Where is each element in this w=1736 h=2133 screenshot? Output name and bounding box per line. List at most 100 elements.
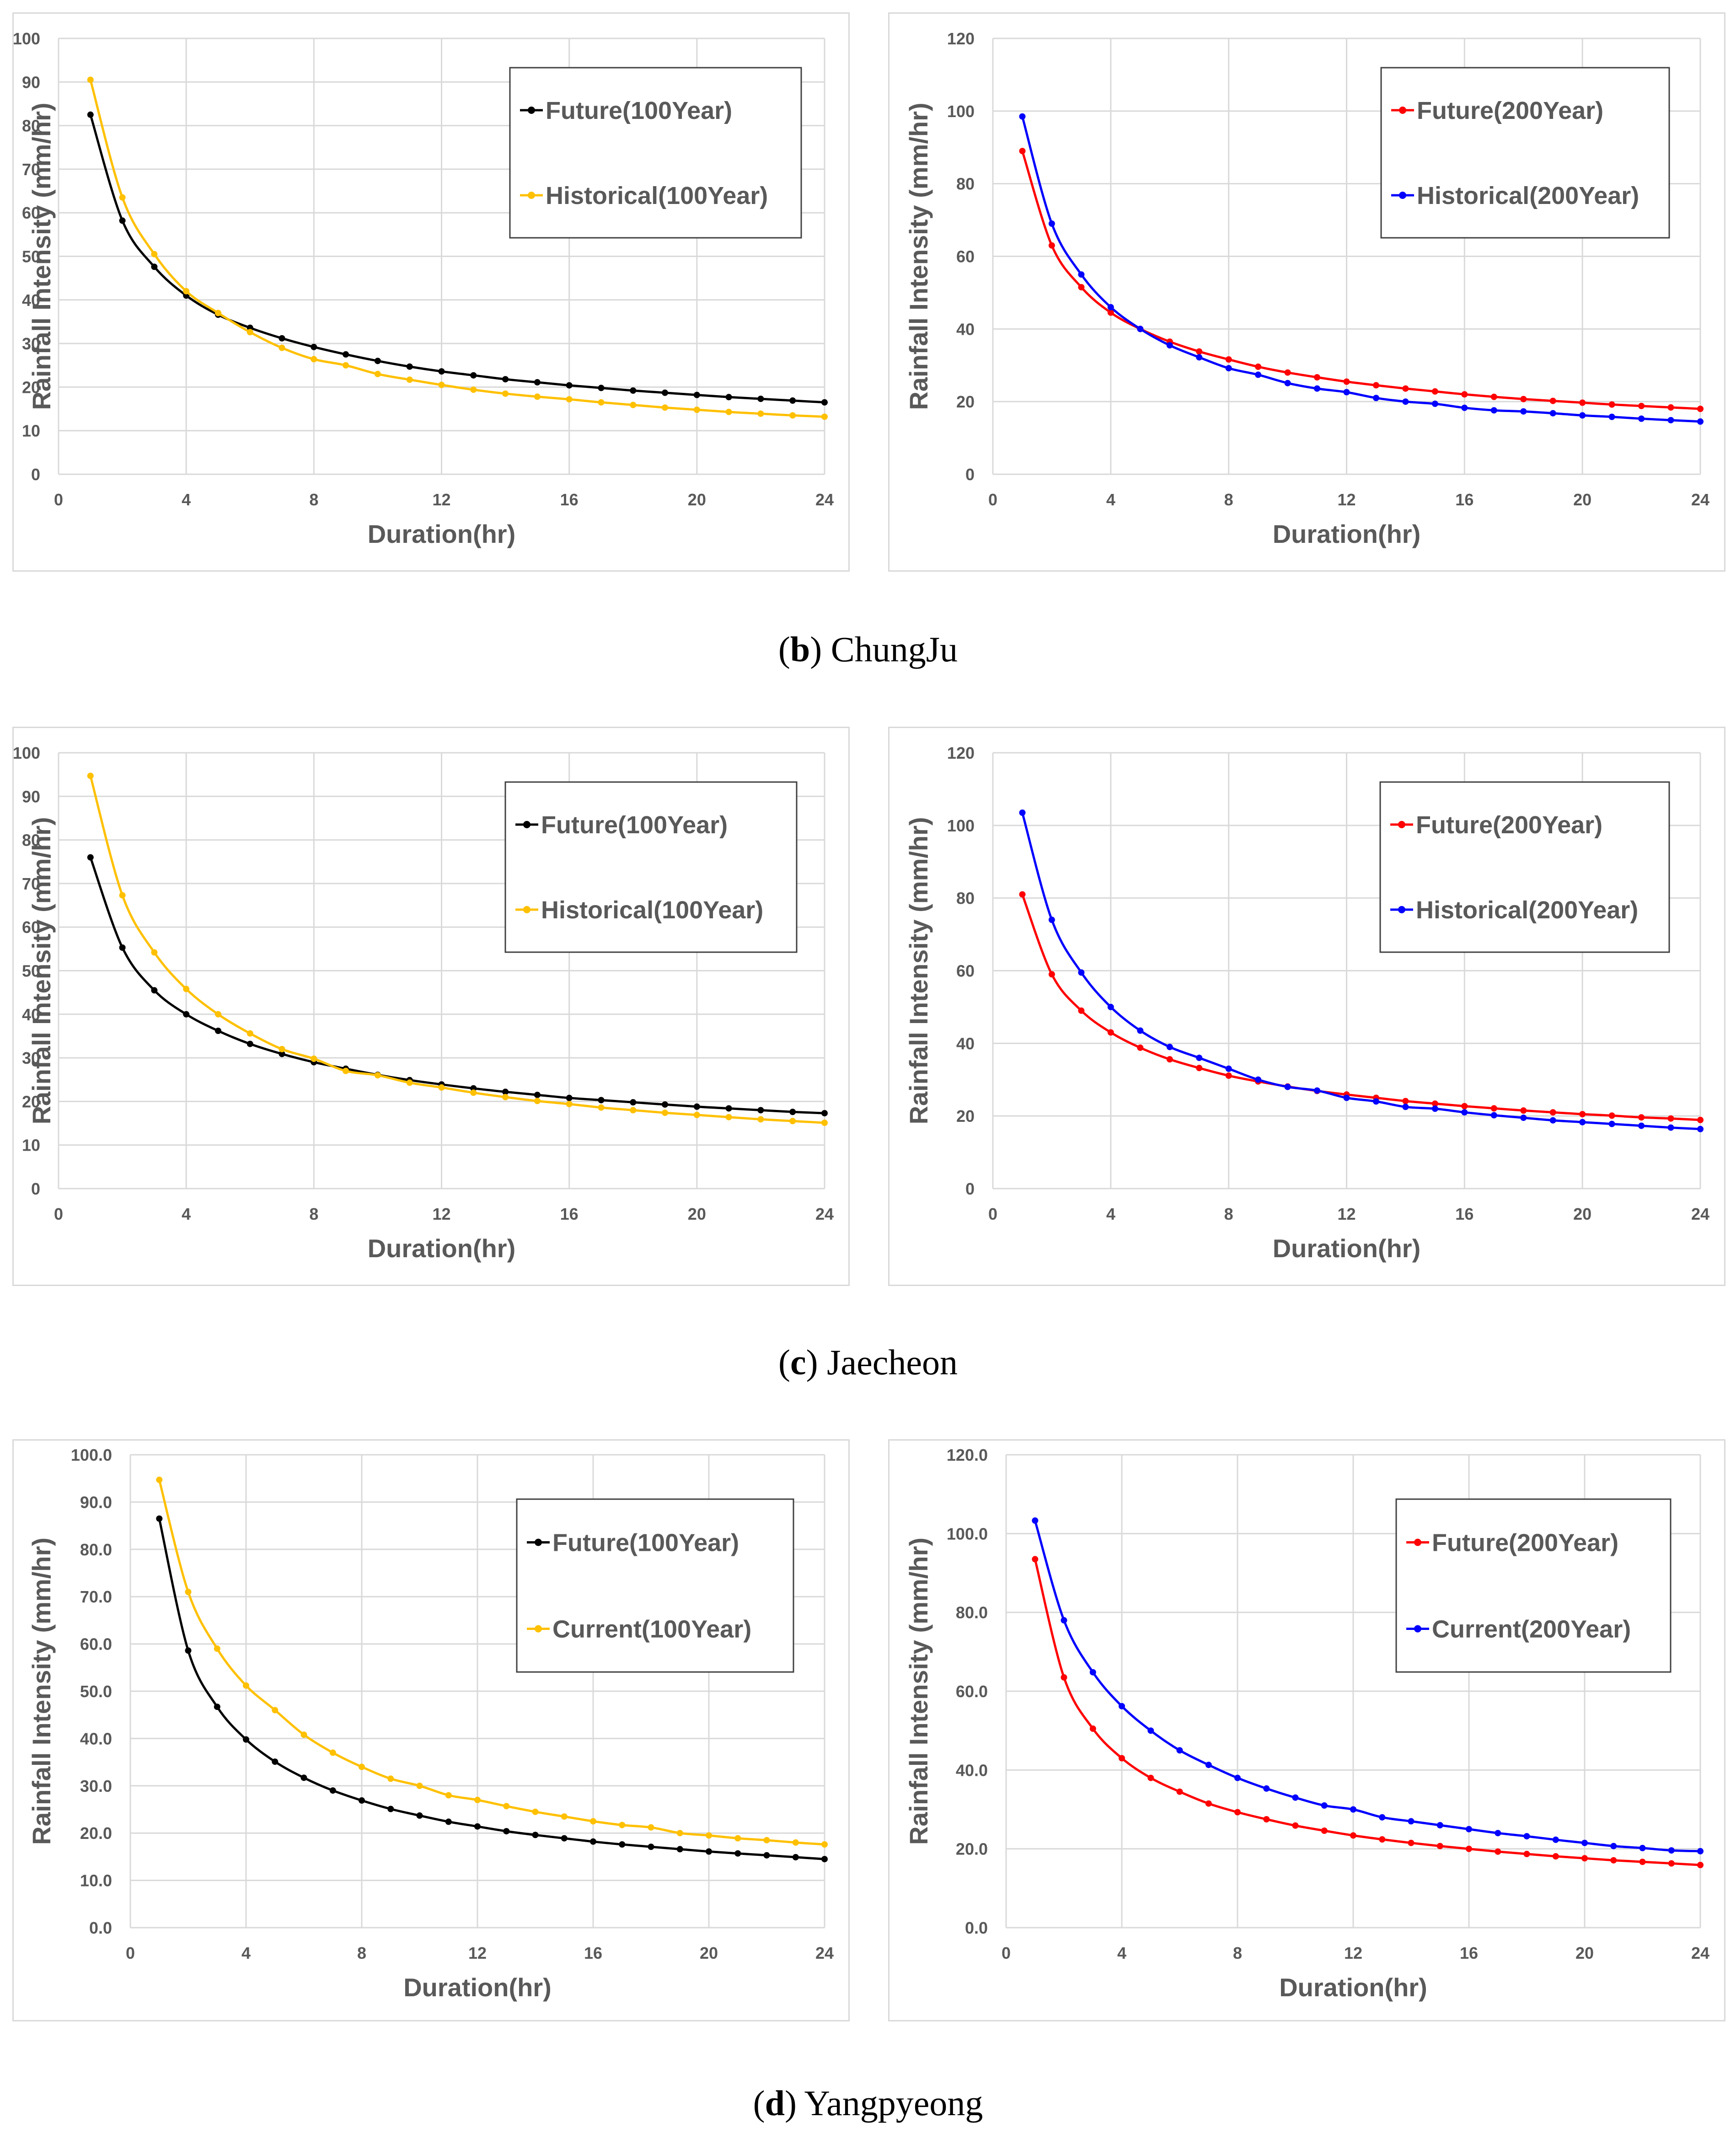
data-point <box>1225 1072 1232 1079</box>
data-point <box>215 1028 221 1034</box>
data-point <box>725 394 732 401</box>
y-tick-label: 100 <box>947 102 975 121</box>
data-point <box>1639 1859 1646 1865</box>
data-point <box>821 399 828 406</box>
data-point <box>1284 1083 1291 1090</box>
data-point <box>821 1841 828 1848</box>
data-point <box>474 1796 481 1803</box>
data-point <box>566 1101 573 1108</box>
y-axis-title: Rainfall Intensity (mm/hr) <box>27 102 56 410</box>
x-tick-label: 24 <box>815 1205 834 1223</box>
y-tick-label: 70 <box>22 874 40 893</box>
y-tick-label: 100 <box>14 744 40 762</box>
data-point <box>1263 1785 1270 1792</box>
data-point <box>1314 1087 1320 1094</box>
y-tick-label: 0 <box>31 1179 40 1198</box>
data-point <box>1176 1788 1183 1795</box>
x-tick-label: 4 <box>1106 1205 1115 1223</box>
data-point <box>693 391 700 398</box>
data-point <box>1379 1836 1386 1843</box>
data-point <box>1490 1112 1497 1119</box>
x-tick-label: 16 <box>1455 490 1473 509</box>
caption-letter: b <box>790 629 810 669</box>
data-point <box>821 1120 828 1126</box>
data-point <box>1668 1860 1675 1867</box>
data-point <box>1552 1853 1559 1860</box>
x-tick-label: 12 <box>432 490 450 509</box>
y-tick-label: 80 <box>956 889 975 908</box>
data-point <box>1166 342 1173 349</box>
legend-label: Historical(100Year) <box>546 182 768 209</box>
data-point <box>406 1079 413 1086</box>
data-point <box>757 410 764 417</box>
y-tick-label: 20 <box>22 378 40 397</box>
legend-label: Current(200Year) <box>1432 1616 1631 1643</box>
data-point <box>1667 404 1674 411</box>
legend-swatch-marker <box>528 107 535 114</box>
data-point <box>619 1822 626 1828</box>
y-tick-label: 20 <box>956 1107 975 1125</box>
data-point <box>214 1645 220 1652</box>
data-point <box>445 1818 452 1825</box>
data-point <box>329 1749 336 1756</box>
legend-swatch-marker <box>528 192 535 199</box>
data-point <box>1495 1830 1501 1837</box>
data-point <box>1431 388 1438 395</box>
data-point <box>630 1099 637 1106</box>
data-point <box>272 1707 279 1714</box>
y-tick-label: 90.0 <box>80 1493 112 1511</box>
data-point <box>1048 242 1055 249</box>
x-tick-label: 12 <box>1344 1944 1362 1962</box>
data-point <box>1579 1119 1586 1125</box>
x-tick-label: 4 <box>1117 1944 1126 1962</box>
x-tick-label: 20 <box>688 1205 706 1223</box>
data-point <box>789 412 796 419</box>
data-point <box>156 1476 163 1483</box>
data-point <box>1408 1839 1415 1846</box>
data-point <box>1402 398 1409 405</box>
legend-swatch-marker <box>1414 1538 1421 1546</box>
x-tick-label: 0 <box>988 1205 997 1223</box>
data-point <box>1373 1098 1379 1105</box>
data-point <box>1166 1044 1173 1050</box>
data-point <box>1032 1517 1039 1524</box>
chart-panel-d-left: 0.0 10.0 20.0 30.0 40.0 50.0 60.0 70.0 80.0 90.0 1… <box>12 1439 850 2021</box>
data-point <box>1321 1828 1328 1834</box>
legend-box <box>509 67 802 239</box>
data-point <box>1549 397 1556 404</box>
x-tick-label: 12 <box>468 1944 487 1962</box>
y-tick-label: 80 <box>956 175 975 193</box>
data-point <box>1490 1105 1497 1112</box>
data-point <box>1078 969 1085 976</box>
data-point <box>151 949 158 956</box>
caption-letter: d <box>765 2083 785 2123</box>
data-point <box>279 344 285 351</box>
data-point <box>1461 404 1468 411</box>
y-tick-label: 80 <box>22 117 40 135</box>
data-point <box>789 397 796 404</box>
data-point <box>1490 393 1497 400</box>
data-point <box>406 376 413 383</box>
x-tick-label: 0 <box>54 1205 63 1223</box>
data-point <box>503 1828 510 1835</box>
data-point <box>438 368 445 375</box>
data-point <box>561 1835 568 1842</box>
data-point <box>1137 1027 1144 1034</box>
data-point <box>1639 1844 1646 1851</box>
data-point <box>534 1092 541 1099</box>
data-point <box>1176 1747 1183 1754</box>
data-point <box>1461 1103 1468 1109</box>
y-tick-label: 30.0 <box>80 1777 112 1795</box>
data-point <box>343 351 349 358</box>
data-point <box>1321 1802 1328 1809</box>
x-tick-label: 24 <box>1691 1944 1709 1962</box>
x-tick-label: 12 <box>432 1205 450 1223</box>
data-point <box>183 1011 190 1018</box>
data-point <box>1314 374 1320 381</box>
data-point <box>272 1758 279 1765</box>
data-point <box>662 1109 668 1116</box>
y-tick-label: 40.0 <box>80 1729 112 1748</box>
y-tick-label: 10 <box>22 422 40 440</box>
data-point <box>1436 1843 1443 1849</box>
data-point <box>662 1101 668 1108</box>
